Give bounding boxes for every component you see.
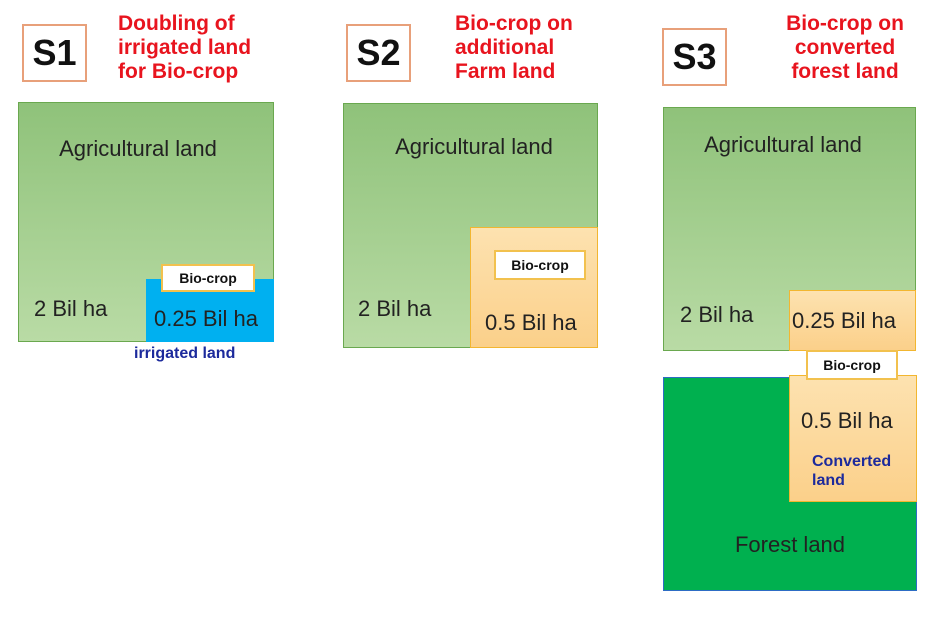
s3-converted-area xyxy=(789,375,917,502)
s2-biocrop-box: Bio-crop xyxy=(494,250,586,280)
s2-badge: S2 xyxy=(346,24,411,82)
s3-agricultural-label: Agricultural land xyxy=(704,132,862,157)
s3-title: Bio-crop on converted forest land xyxy=(786,12,904,83)
s3-converted-label: Converted land xyxy=(812,453,892,489)
s2-agricultural-label: Agricultural land xyxy=(395,134,553,159)
s3-forest-label: Forest land xyxy=(734,532,846,557)
s2-title: Bio-crop on additional Farm land xyxy=(455,12,573,83)
s2-biocrop-area xyxy=(470,227,598,348)
s3-biocrop-box: Bio-crop xyxy=(806,350,898,380)
s3-converted-value: 0.5 Bil ha xyxy=(801,408,893,433)
s1-irrigated-label: irrigated land xyxy=(134,345,236,362)
s1-biocrop-box: Bio-crop xyxy=(161,264,255,292)
s2-biocrop-value: 0.5 Bil ha xyxy=(485,310,577,335)
s2-agricultural-value: 2 Bil ha xyxy=(358,296,432,321)
s3-agricultural-value: 2 Bil ha xyxy=(680,302,754,327)
s1-biocrop-value: 0.25 Bil ha xyxy=(154,306,258,331)
s1-badge: S1 xyxy=(22,24,87,82)
s1-title: Doubling of irrigated land for Bio-crop xyxy=(118,12,252,83)
s1-agricultural-label: Agricultural land xyxy=(59,136,217,161)
s3-badge: S3 xyxy=(662,28,727,86)
s1-agricultural-value: 2 Bil ha xyxy=(34,296,108,321)
s3-top-biocrop-value: 0.25 Bil ha xyxy=(792,308,896,333)
